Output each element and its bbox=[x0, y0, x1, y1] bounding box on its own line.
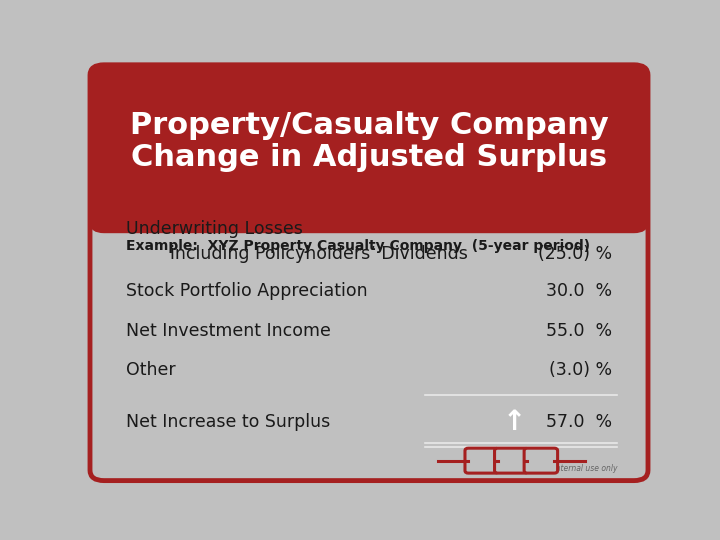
Text: 57.0  %: 57.0 % bbox=[546, 414, 612, 431]
Text: Stock Portfolio Appreciation: Stock Portfolio Appreciation bbox=[126, 282, 368, 300]
Text: (3.0) %: (3.0) % bbox=[549, 361, 612, 380]
Text: Net Increase to Surplus: Net Increase to Surplus bbox=[126, 414, 330, 431]
Text: For internal use only: For internal use only bbox=[539, 464, 617, 472]
FancyBboxPatch shape bbox=[90, 65, 648, 233]
FancyBboxPatch shape bbox=[495, 448, 528, 473]
Text: Example:  XYZ Property Casualty Company  (5-year period): Example: XYZ Property Casualty Company (… bbox=[126, 239, 590, 253]
FancyBboxPatch shape bbox=[524, 448, 557, 473]
Text: (25.0) %: (25.0) % bbox=[538, 245, 612, 263]
Text: ↑: ↑ bbox=[503, 408, 526, 436]
Text: Change in Adjusted Surplus: Change in Adjusted Surplus bbox=[131, 143, 607, 172]
Text: 30.0  %: 30.0 % bbox=[546, 282, 612, 300]
Text: Underwriting Losses: Underwriting Losses bbox=[126, 220, 303, 238]
FancyBboxPatch shape bbox=[90, 65, 648, 481]
Text: Property/Casualty Company: Property/Casualty Company bbox=[130, 111, 608, 140]
Bar bbox=[104, 157, 634, 223]
Text: including Policyholders’ Dividends: including Policyholders’ Dividends bbox=[126, 245, 468, 263]
FancyBboxPatch shape bbox=[465, 448, 498, 473]
Text: 55.0  %: 55.0 % bbox=[546, 322, 612, 340]
Text: Other: Other bbox=[126, 361, 176, 380]
Text: Net Investment Income: Net Investment Income bbox=[126, 322, 331, 340]
